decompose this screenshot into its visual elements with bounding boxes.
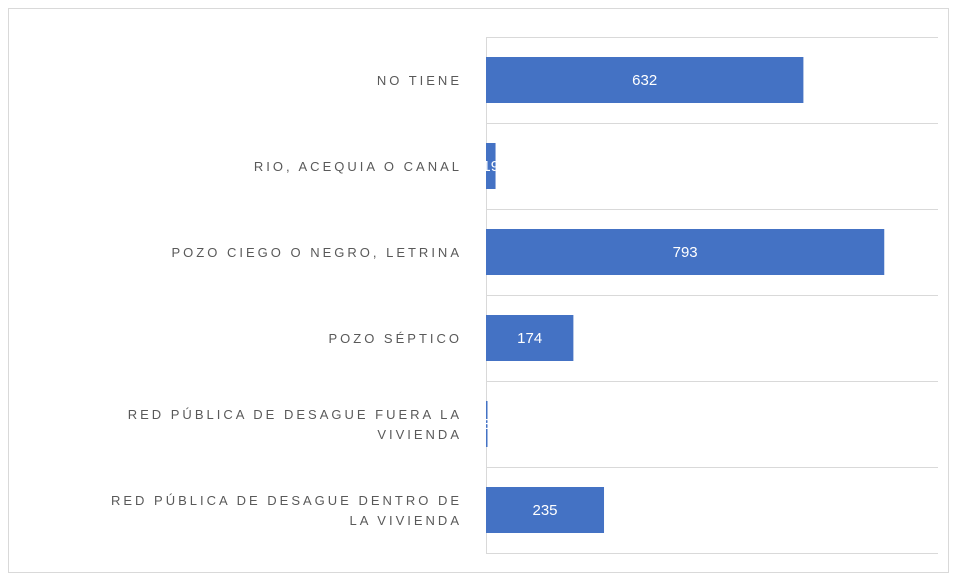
bar [486, 57, 804, 103]
bar [486, 401, 488, 447]
data-label: 632 [632, 72, 657, 89]
bar [486, 487, 605, 533]
chart-border [8, 8, 949, 573]
y-tick-label: RIO, ACEQUIA O CANAL [254, 159, 462, 174]
y-tick-label: POZO CIEGO O NEGRO, LETRINA [172, 245, 462, 260]
bar [486, 315, 574, 361]
data-label: 174 [517, 330, 542, 347]
data-label: 235 [532, 502, 557, 519]
data-label: 19 [482, 158, 499, 175]
data-label: 3 [483, 416, 491, 433]
y-tick-label: RED PÚBLICA DE DESAGUE DENTRO DE LA VIVIE… [111, 493, 462, 528]
bar [486, 143, 496, 189]
y-tick-label: NO TIENE [377, 73, 462, 88]
y-tick-label: RED PÚBLICA DE DESAGUE FUERA LA VIVIENDA [128, 407, 462, 442]
y-tick-label: POZO SÉPTICO [328, 331, 462, 346]
data-label: 793 [673, 244, 698, 261]
bar [486, 229, 885, 275]
